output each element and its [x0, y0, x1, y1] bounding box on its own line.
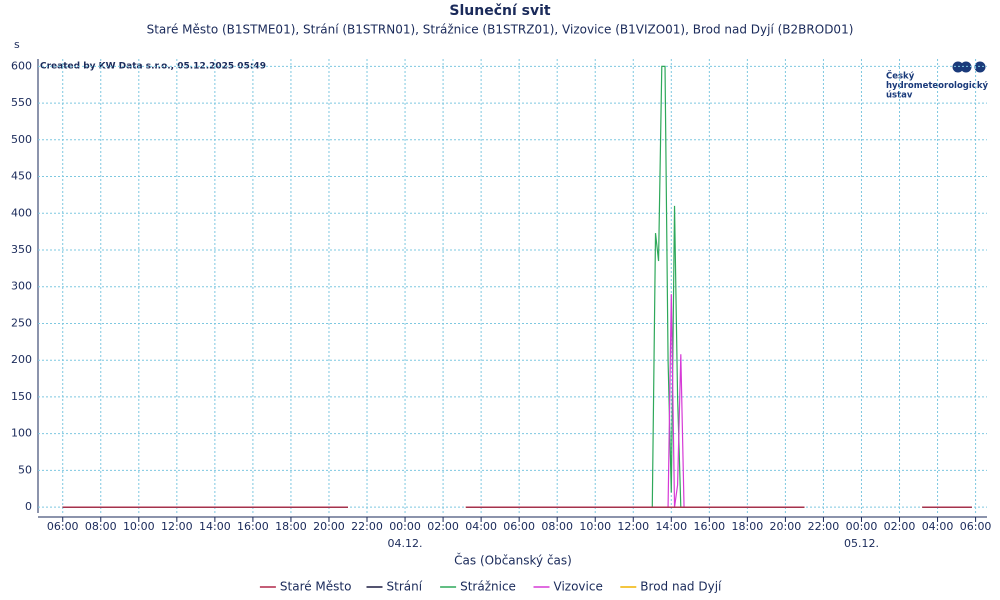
- x-tick-label: 16:00: [693, 520, 725, 533]
- logo-icon: [960, 61, 972, 73]
- y-tick-label: 200: [11, 353, 32, 366]
- x-tick-label: 14:00: [199, 520, 231, 533]
- credit: Created by KW Data s.r.o., 05.12.2025 05…: [40, 62, 266, 72]
- chart-subtitle: Staré Město (B1STME01), Strání (B1STRN01…: [147, 23, 854, 37]
- y-tick-label: 100: [11, 427, 32, 440]
- x-tick-label: 10:00: [579, 520, 611, 533]
- x-tick-label: 20:00: [770, 520, 802, 533]
- date-label: 04.12.: [388, 537, 423, 550]
- x-tick-label: 20:00: [313, 520, 345, 533]
- x-tick-label: 06:00: [503, 520, 535, 533]
- x-tick-label: 10:00: [123, 520, 155, 533]
- y-tick-label: 400: [11, 206, 32, 219]
- legend-label: Brod nad Dyjí: [640, 580, 722, 594]
- x-tick-label: 06:00: [960, 520, 992, 533]
- y-tick-label: 250: [11, 316, 32, 329]
- x-tick-label: 02:00: [884, 520, 916, 533]
- x-tick-label: 22:00: [808, 520, 840, 533]
- chart-title: Sluneční svit: [449, 3, 551, 19]
- x-tick-label: 08:00: [541, 520, 573, 533]
- legend-label: Vizovice: [554, 580, 603, 594]
- logo-text: Český: [886, 70, 915, 82]
- x-tick-label: 00:00: [846, 520, 878, 533]
- logo-text: hydrometeorologický: [886, 81, 988, 91]
- legend-label: Strání: [387, 580, 423, 594]
- y-tick-label: 550: [11, 96, 32, 109]
- x-tick-label: 08:00: [85, 520, 117, 533]
- x-axis-label: Čas (Občanský čas): [454, 553, 572, 568]
- x-tick-label: 18:00: [732, 520, 764, 533]
- logo-icon: [974, 61, 986, 73]
- logo-icon: [952, 61, 964, 73]
- y-tick-label: 500: [11, 133, 32, 146]
- x-tick-label: 12:00: [161, 520, 193, 533]
- y-tick-label: 600: [11, 59, 32, 72]
- y-unit: s: [14, 38, 20, 51]
- legend-label: Strážnice: [460, 580, 516, 594]
- y-tick-label: 300: [11, 280, 32, 293]
- x-tick-label: 04:00: [922, 520, 954, 533]
- x-tick-label: 14:00: [655, 520, 687, 533]
- x-tick-label: 00:00: [389, 520, 421, 533]
- y-tick-label: 350: [11, 243, 32, 256]
- series-line: [62, 294, 972, 508]
- x-tick-label: 02:00: [427, 520, 459, 533]
- x-tick-label: 16:00: [237, 520, 269, 533]
- y-tick-label: 0: [25, 500, 32, 513]
- x-tick-label: 18:00: [275, 520, 307, 533]
- x-tick-label: 04:00: [465, 520, 497, 533]
- date-label: 05.12.: [844, 537, 879, 550]
- x-tick-label: 12:00: [617, 520, 649, 533]
- y-tick-label: 150: [11, 390, 32, 403]
- y-tick-label: 450: [11, 170, 32, 183]
- y-tick-label: 50: [18, 463, 32, 476]
- legend-label: Staré Město: [280, 580, 352, 594]
- x-tick-label: 22:00: [351, 520, 383, 533]
- x-tick-label: 06:00: [47, 520, 79, 533]
